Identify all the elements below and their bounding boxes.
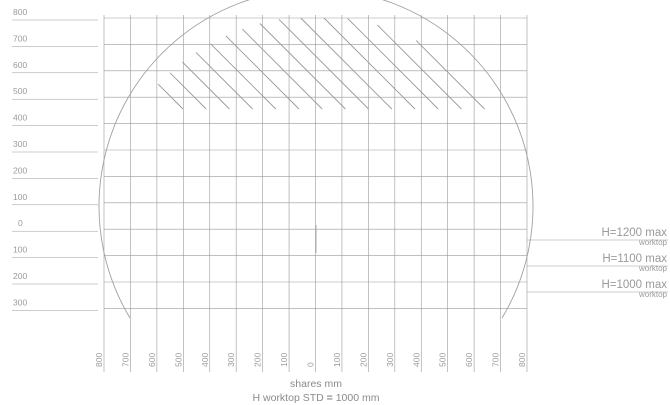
x-label: 300 — [226, 353, 236, 367]
hatch-line — [169, 72, 207, 110]
hatch-line — [415, 40, 485, 110]
x-axis-labels: 800 700 600 500 400 300 200 100 0 100 200 300 400 500… — [94, 353, 527, 367]
hatch-line — [157, 83, 184, 110]
y-label: 200 — [13, 165, 27, 175]
y-label: 300 — [13, 297, 27, 307]
height-marker-label: H=1200 max — [601, 227, 667, 239]
x-label: 0 — [306, 362, 316, 367]
hatch-line — [259, 23, 346, 110]
x-label: 800 — [517, 353, 527, 367]
footer: shares mm H worktop STD = 1000 mm — [253, 378, 380, 404]
x-label: 800 — [94, 353, 104, 367]
hatch-line — [225, 35, 300, 110]
x-label: 700 — [491, 353, 501, 367]
x-label: 500 — [173, 353, 183, 367]
height-marker-label: H=1000 max — [601, 279, 667, 291]
reach-arc-line — [98, 0, 534, 319]
y-label: 800 — [13, 7, 27, 17]
height-marker-sublabel: worktop — [638, 290, 668, 299]
x-label: 600 — [464, 353, 474, 367]
x-label: 400 — [411, 353, 421, 367]
x-label: 500 — [438, 353, 448, 367]
footer-worktop-std: H worktop STD = 1000 mm — [253, 392, 380, 404]
hatch-line — [210, 43, 277, 110]
hatch-line — [182, 61, 230, 110]
hatch-line — [376, 24, 462, 110]
x-label: 100 — [279, 353, 289, 367]
x-label: 200 — [253, 353, 263, 367]
hatched-zone — [157, 17, 485, 110]
hatch-line — [278, 18, 369, 110]
y-label: 100 — [13, 245, 27, 255]
hatch-line — [300, 17, 393, 110]
y-label: 200 — [13, 271, 27, 281]
hatch-line — [241, 28, 323, 110]
hatch-line — [195, 52, 253, 110]
hatch-line — [347, 18, 439, 110]
grid-lines — [12, 15, 668, 372]
x-label: 600 — [147, 353, 157, 367]
y-label: 0 — [18, 218, 23, 228]
y-axis-labels: 800 700 600 500 400 300 200 100 0 100 200 300 — [13, 7, 27, 307]
x-label: 300 — [385, 353, 395, 367]
height-marker-sublabel: worktop — [638, 264, 668, 273]
reach-arc — [98, 0, 534, 319]
x-label: 100 — [332, 353, 342, 367]
y-label: 400 — [13, 113, 27, 123]
y-label: 500 — [13, 86, 27, 96]
y-label: 700 — [13, 33, 27, 43]
height-marker-sublabel: worktop — [638, 238, 668, 247]
x-label: 700 — [120, 353, 130, 367]
hatch-line — [323, 17, 416, 110]
y-label: 600 — [13, 60, 27, 70]
footer-units: shares mm — [290, 378, 342, 390]
x-label: 400 — [200, 353, 210, 367]
height-marker-label: H=1100 max — [602, 253, 667, 265]
y-label: 300 — [13, 139, 27, 149]
x-label: 200 — [358, 353, 368, 367]
y-label: 100 — [13, 192, 27, 202]
